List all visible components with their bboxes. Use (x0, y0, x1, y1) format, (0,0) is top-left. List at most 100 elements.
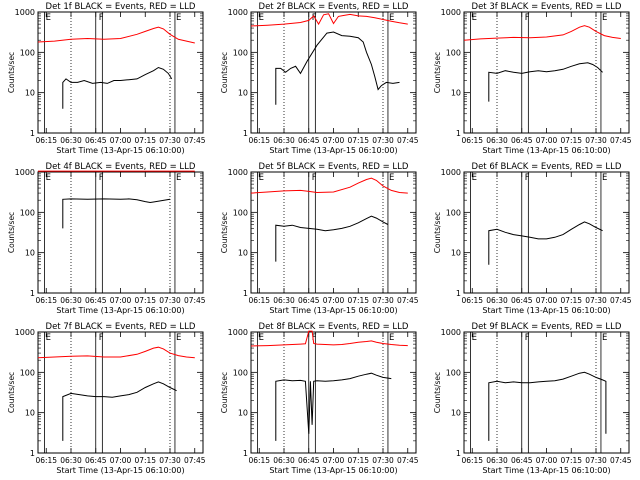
interval-label: E (389, 333, 394, 343)
y-tick-label: 1000 (15, 328, 35, 337)
interval-label: F (525, 13, 530, 23)
interval-label: E (472, 13, 477, 23)
y-tick-label: 10 (238, 409, 248, 418)
interval-label: F (312, 173, 317, 183)
x-axis-label: Start Time (13-Apr-15 06:10:00) (482, 306, 610, 315)
y-tick-label: 10 (25, 249, 35, 258)
y-tick-label: 100 (446, 48, 461, 57)
x-axis-label: Start Time (13-Apr-15 06:10:00) (482, 466, 610, 475)
x-tick-label: 07:15 (134, 296, 156, 305)
interval-label: E (602, 13, 607, 23)
y-tick-label: 1 (456, 129, 461, 138)
x-tick-label: 07:45 (610, 296, 632, 305)
x-tick-label: 07:00 (110, 456, 132, 465)
series-line-lld (250, 330, 408, 347)
plot-frame (37, 11, 204, 134)
x-tick-label: 07:00 (323, 296, 345, 305)
x-tick-label: 06:15 (248, 456, 270, 465)
y-tick-label: 100 (233, 208, 248, 217)
y-tick-label: 10 (25, 89, 35, 98)
interval-label: E (389, 173, 394, 183)
interval-label: E (176, 333, 181, 343)
interval-label: E (259, 173, 264, 183)
y-tick-label: 1000 (228, 328, 248, 337)
interval-label: E (176, 173, 181, 183)
y-tick-label: 1000 (441, 8, 461, 17)
panel-title: Det 6f BLACK = Events, RED = LLD (472, 162, 622, 172)
interval-label: E (46, 333, 51, 343)
y-tick-label: 10 (451, 249, 461, 258)
x-tick-label: 06:45 (85, 296, 107, 305)
interval-label: E (472, 173, 477, 183)
x-tick-label: 06:30 (273, 296, 295, 305)
panel-title: Det 8f BLACK = Events, RED = LLD (259, 322, 409, 332)
x-axis-label: Start Time (13-Apr-15 06:10:00) (269, 466, 397, 475)
y-tick-label: 1 (243, 289, 248, 298)
series-line-lld (37, 26, 195, 44)
series-line-lld (37, 346, 195, 359)
y-tick-label: 1000 (15, 8, 35, 17)
y-tick-label: 1 (243, 449, 248, 458)
x-tick-label: 07:45 (397, 296, 419, 305)
y-axis-label: Counts/sec (7, 212, 16, 253)
y-axis-label: Counts/sec (433, 52, 442, 93)
y-tick-label: 1 (30, 449, 35, 458)
x-tick-label: 07:30 (585, 296, 607, 305)
y-tick-label: 1 (456, 449, 461, 458)
x-tick-label: 07:15 (134, 136, 156, 145)
interval-label: E (259, 13, 264, 23)
plot-frame (37, 171, 204, 294)
y-axis-label: Counts/sec (433, 372, 442, 413)
x-tick-label: 07:15 (347, 456, 369, 465)
series-line-events (488, 371, 607, 441)
y-tick-label: 100 (20, 48, 35, 57)
x-tick-label: 07:00 (536, 456, 558, 465)
x-tick-label: 07:30 (159, 296, 181, 305)
series-line-events (488, 62, 603, 102)
x-axis-label: Start Time (13-Apr-15 06:10:00) (56, 466, 184, 475)
x-tick-label: 06:30 (486, 296, 508, 305)
series-line-lld (250, 13, 408, 27)
interval-label: E (602, 333, 607, 343)
y-tick-label: 10 (451, 409, 461, 418)
x-tick-label: 06:45 (298, 456, 320, 465)
x-tick-label: 06:15 (248, 136, 270, 145)
x-tick-label: 06:15 (35, 456, 57, 465)
x-tick-label: 07:15 (134, 456, 156, 465)
series-line-events (275, 31, 400, 105)
x-tick-label: 07:30 (159, 456, 181, 465)
y-tick-label: 10 (238, 249, 248, 258)
x-tick-label: 06:45 (85, 136, 107, 145)
interval-label: E (176, 13, 181, 23)
y-tick-label: 100 (233, 48, 248, 57)
x-axis-label: Start Time (13-Apr-15 06:10:00) (482, 146, 610, 155)
interval-label: E (472, 333, 477, 343)
x-tick-label: 06:45 (511, 136, 533, 145)
x-axis-label: Start Time (13-Apr-15 06:10:00) (56, 146, 184, 155)
series-line-events (275, 215, 389, 262)
y-tick-label: 10 (238, 89, 248, 98)
interval-label: E (259, 333, 264, 343)
x-tick-label: 06:30 (60, 136, 82, 145)
series-line-events (62, 381, 177, 441)
x-tick-label: 06:30 (273, 456, 295, 465)
series-line-events (62, 198, 171, 229)
x-tick-label: 07:30 (372, 456, 394, 465)
panel-title: Det 7f BLACK = Events, RED = LLD (46, 322, 196, 332)
panel-title: Det 9f BLACK = Events, RED = LLD (472, 322, 622, 332)
x-tick-label: 07:45 (397, 456, 419, 465)
y-tick-label: 1 (243, 129, 248, 138)
y-tick-label: 100 (20, 208, 35, 217)
panel-title: Det 4f BLACK = Events, RED = LLD (46, 162, 196, 172)
x-tick-label: 07:30 (372, 296, 394, 305)
y-tick-label: 100 (446, 368, 461, 377)
interval-label: F (312, 333, 317, 343)
